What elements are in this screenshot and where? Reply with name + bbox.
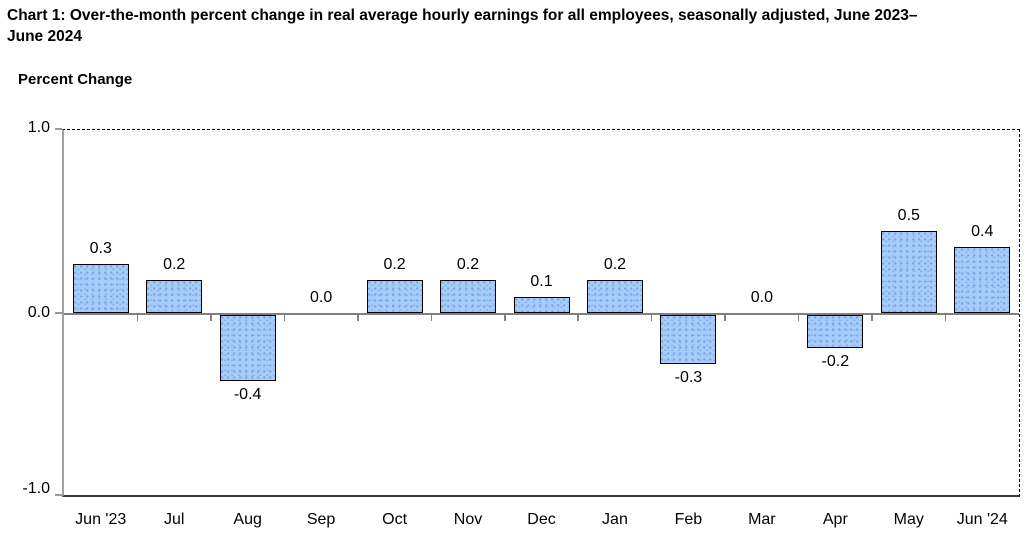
- chart-title: Chart 1: Over-the-month percent change i…: [7, 7, 918, 45]
- plot-area: 0.3 0.2 -0.4 0.0 0.2 0.2 0.1 0.2 -0.3 0.0 -0.2 0.5 0…: [62, 129, 1020, 497]
- bar-value-label: 0.2: [603, 256, 627, 273]
- y-axis-heading: Percent Change: [18, 71, 133, 88]
- y-axis-tick: [55, 128, 62, 130]
- x-axis-tick: [577, 315, 579, 321]
- x-axis-tick: [650, 315, 653, 321]
- x-axis-label: Nov: [453, 511, 483, 528]
- bar-may: [880, 231, 937, 313]
- bar-value-label: -0.2: [821, 353, 850, 370]
- y-axis-tick: [55, 312, 62, 314]
- x-axis-label: Mar: [748, 511, 776, 528]
- zero-baseline: [64, 313, 1019, 315]
- x-axis-labels-row: Jun '23 Jul Aug Sep Oct Nov Dec Jan Feb Mar Apr May…: [64, 510, 1019, 532]
- bar-jan: [586, 280, 643, 313]
- bar-jun24: [954, 247, 1011, 313]
- x-axis-tick: [871, 315, 873, 321]
- bar-feb: [660, 315, 717, 364]
- bar-jun23: [72, 264, 129, 313]
- x-axis-label: Sep: [306, 511, 336, 528]
- x-axis-tick: [136, 315, 139, 321]
- bar-value-label: 0.2: [163, 256, 186, 273]
- bar-apr: [807, 315, 864, 348]
- x-axis-label: Jul: [163, 511, 185, 528]
- bar-value-label: -0.4: [233, 386, 262, 403]
- bar-value-label: 0.1: [530, 273, 553, 290]
- bar-value-label: 0.5: [897, 207, 920, 224]
- x-axis-label: Jan: [602, 511, 628, 528]
- y-tick-label-min: -1.0: [22, 480, 50, 497]
- bar-value-label: 0.0: [309, 289, 333, 306]
- bar-aug: [219, 315, 276, 381]
- x-axis-tick: [430, 315, 433, 321]
- x-axis-label: May: [893, 511, 924, 528]
- x-axis-label: Oct: [382, 511, 408, 528]
- y-tick-label-zero: 0.0: [27, 304, 50, 321]
- x-axis-label: Dec: [527, 511, 556, 528]
- x-axis-tick: [504, 315, 506, 321]
- x-axis-tick: [357, 315, 359, 321]
- bar-value-label: -0.3: [674, 369, 703, 386]
- x-axis-tick: [797, 315, 800, 321]
- bar-nov: [440, 280, 497, 313]
- x-axis-tick: [724, 315, 726, 321]
- bar-dec: [513, 297, 570, 313]
- x-axis-label: Aug: [233, 511, 262, 528]
- bar-value-label: 0.4: [971, 223, 994, 240]
- y-tick-label-max: 1.0: [27, 119, 50, 136]
- bar-value-label: 0.3: [89, 240, 112, 257]
- bar-value-label: 0.0: [750, 289, 773, 306]
- x-axis-tick: [210, 315, 212, 321]
- x-axis-tick: [944, 315, 947, 321]
- bar-value-label: 0.2: [456, 256, 480, 273]
- bar-jul: [146, 280, 203, 313]
- bar-value-label: 0.2: [383, 256, 406, 273]
- x-axis-label: Apr: [822, 511, 848, 528]
- x-axis-label: Feb: [674, 511, 703, 528]
- x-axis-tick: [283, 315, 286, 321]
- x-axis-label: Jun '23: [75, 511, 127, 528]
- bar-oct: [366, 280, 423, 313]
- y-axis-tick: [55, 494, 62, 496]
- x-axis-label: Jun '24: [956, 511, 1008, 528]
